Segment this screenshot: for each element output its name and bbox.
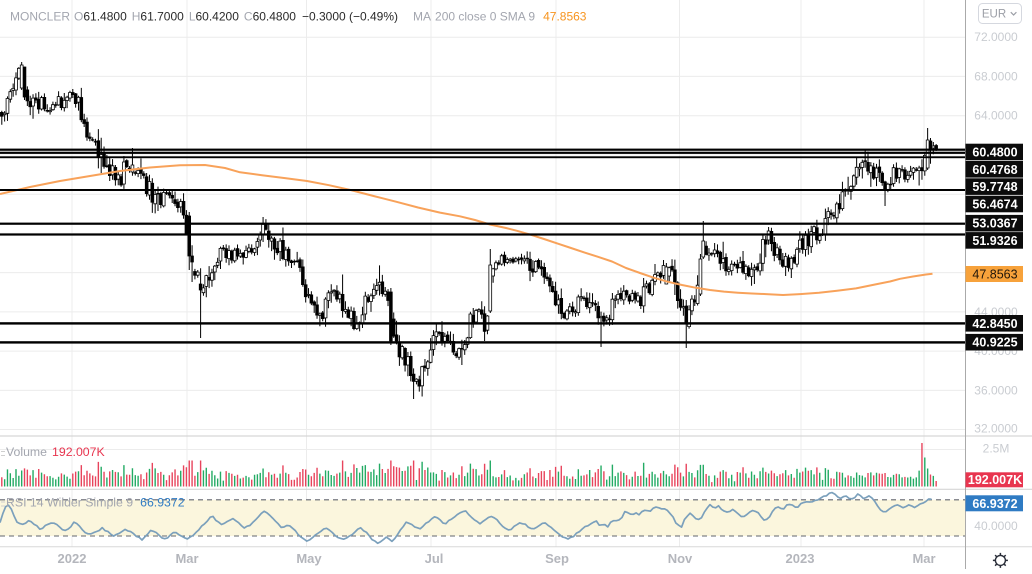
svg-text:Mar: Mar [175, 551, 198, 566]
svg-text:60.4768: 60.4768 [972, 163, 1017, 177]
svg-text:2.5M: 2.5M [983, 441, 1010, 455]
svg-text:2023: 2023 [786, 551, 815, 566]
svg-text:32.0000: 32.0000 [974, 422, 1018, 436]
svg-text:53.0367: 53.0367 [972, 217, 1017, 231]
svg-text:Nov: Nov [668, 551, 693, 566]
svg-text:64.0000: 64.0000 [974, 109, 1018, 123]
svg-text:68.0000: 68.0000 [974, 69, 1018, 83]
svg-text:56.4674: 56.4674 [972, 198, 1017, 212]
svg-text:72.0000: 72.0000 [974, 30, 1018, 44]
svg-text:40.9225: 40.9225 [972, 336, 1017, 350]
svg-text:42.8450: 42.8450 [972, 317, 1017, 331]
svg-text:51.9326: 51.9326 [972, 234, 1017, 248]
svg-text:May: May [296, 551, 322, 566]
svg-text:Jul: Jul [425, 551, 444, 566]
svg-text:192.007K: 192.007K [968, 473, 1022, 487]
svg-text:Mar: Mar [912, 551, 935, 566]
svg-text:47.8563: 47.8563 [972, 268, 1017, 282]
svg-text:36.0000: 36.0000 [974, 383, 1018, 397]
svg-text:EUR: EUR [982, 9, 1006, 21]
svg-text:Sep: Sep [545, 551, 569, 566]
svg-text:RSI 14 Wilder Simple 966.9372: RSI 14 Wilder Simple 966.9372 [6, 496, 185, 510]
svg-text:2022: 2022 [58, 551, 87, 566]
svg-text:66.9372: 66.9372 [972, 497, 1017, 511]
svg-text:59.7748: 59.7748 [972, 180, 1017, 194]
svg-text:40.0000: 40.0000 [974, 519, 1018, 533]
svg-text:60.4800: 60.4800 [972, 146, 1017, 160]
